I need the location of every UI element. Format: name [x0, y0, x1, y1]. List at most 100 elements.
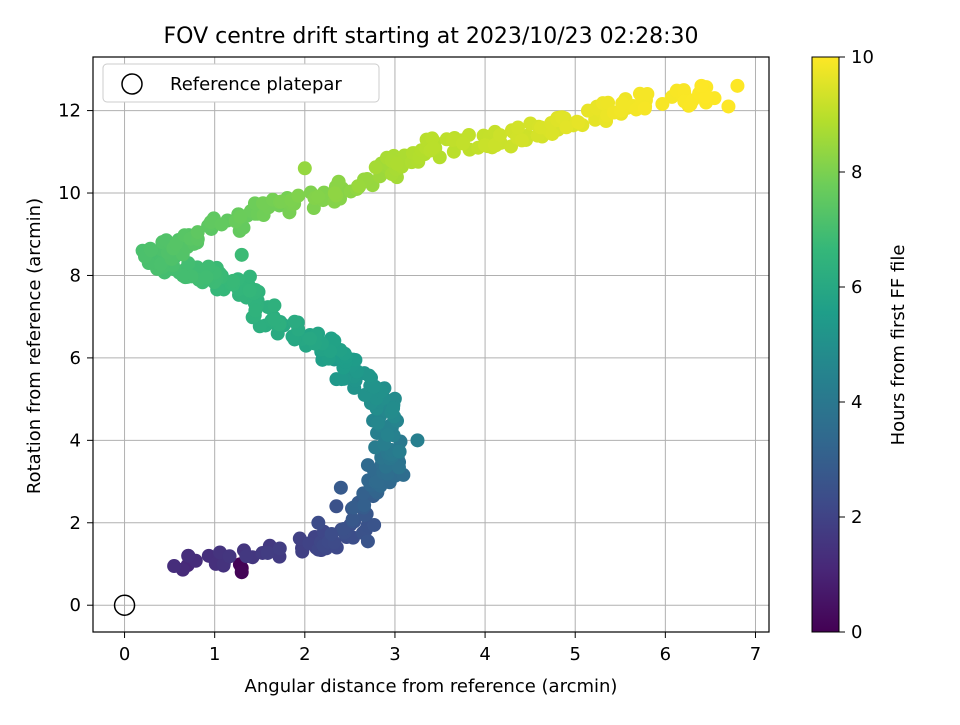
legend-entry-reference: Reference platepar: [170, 74, 342, 95]
data-point: [370, 415, 385, 430]
data-point: [234, 247, 249, 262]
data-point: [272, 541, 287, 556]
data-point: [331, 174, 346, 189]
data-point: [345, 512, 360, 527]
y-tick-label: 0: [70, 595, 81, 616]
data-point: [368, 160, 383, 175]
data-point: [357, 498, 372, 513]
data-point: [380, 427, 395, 442]
data-point: [214, 217, 229, 232]
data-point: [478, 138, 493, 153]
data-point: [392, 444, 407, 459]
data-point: [303, 331, 318, 346]
data-point: [655, 96, 670, 111]
data-point: [699, 89, 714, 104]
data-point: [242, 283, 257, 298]
data-point: [144, 243, 159, 258]
data-point: [446, 144, 461, 159]
x-tick-label: 7: [750, 644, 761, 665]
data-point: [333, 480, 348, 495]
data-point: [226, 273, 241, 288]
data-point: [386, 400, 401, 415]
data-point: [169, 236, 184, 251]
data-point: [233, 209, 248, 224]
colorbar-tick-label: 2: [851, 507, 862, 528]
colorbar-tick-label: 6: [851, 277, 862, 298]
x-tick-label: 6: [660, 644, 671, 665]
legend-reference-marker: [121, 73, 143, 95]
chart-title: FOV centre drift starting at 2023/10/23 …: [164, 24, 699, 49]
y-tick-label: 12: [58, 101, 81, 122]
data-point: [334, 372, 349, 387]
data-point: [324, 526, 339, 541]
data-point: [267, 298, 282, 313]
data-point: [287, 314, 302, 329]
data-point: [637, 101, 652, 116]
reference-marker: [113, 594, 136, 616]
data-point: [360, 534, 375, 549]
x-axis-label: Angular distance from reference (arcmin): [245, 676, 618, 697]
data-point: [248, 303, 263, 318]
data-point: [346, 500, 361, 515]
colorbar-gradient: [811, 56, 840, 633]
data-point: [201, 259, 216, 274]
data-point: [559, 120, 574, 135]
data-point: [545, 126, 560, 141]
data-point: [234, 565, 249, 580]
data-point: [336, 521, 351, 536]
data-point: [167, 559, 182, 574]
y-tick-label: 4: [70, 430, 81, 451]
data-point: [510, 120, 525, 135]
data-point: [327, 186, 342, 201]
data-point: [242, 269, 257, 284]
data-point: [391, 460, 406, 475]
colorbar: 0 2 4 6 8 10 Hours from first FF file: [811, 47, 909, 643]
y-axis-label: Rotation from reference (arcmin): [24, 198, 45, 494]
y-tick-label: 2: [70, 513, 81, 534]
y-tick-label: 10: [58, 183, 81, 204]
data-point: [260, 545, 275, 560]
colorbar-tick-label: 8: [851, 162, 862, 183]
data-point: [239, 549, 254, 564]
data-point: [351, 179, 366, 194]
x-tick-label: 2: [299, 644, 310, 665]
grid-lines: [93, 57, 769, 632]
data-point: [389, 156, 404, 171]
x-tick-label: 4: [479, 644, 490, 665]
colorbar-tick-label: 4: [851, 392, 862, 413]
data-point: [721, 99, 736, 114]
data-point: [456, 136, 471, 151]
data-point: [199, 270, 214, 285]
data-point: [514, 133, 529, 148]
colorbar-label: Hours from first FF file: [888, 245, 909, 446]
colorbar-tick-label: 10: [851, 47, 874, 68]
legend-box: [102, 63, 380, 103]
data-point: [694, 78, 709, 93]
data-point: [311, 515, 326, 530]
x-tick-label: 3: [389, 644, 400, 665]
plot-frame: [92, 56, 770, 633]
data-point: [311, 189, 326, 204]
data-point: [362, 368, 377, 383]
data-point: [640, 86, 655, 101]
data-point: [615, 96, 630, 111]
data-point: [267, 312, 282, 327]
data-point: [203, 215, 218, 230]
colorbar-tick-label: 0: [851, 622, 862, 643]
data-point: [153, 257, 168, 272]
data-point: [329, 499, 344, 514]
x-tick-label: 5: [569, 644, 580, 665]
data-point: [493, 128, 508, 143]
data-point: [181, 548, 196, 563]
data-point: [571, 115, 586, 130]
data-point: [426, 140, 441, 155]
data-point: [297, 161, 312, 176]
legend: Reference platepar: [102, 63, 380, 103]
data-point: [190, 225, 205, 240]
data-point: [410, 433, 425, 448]
y-tick-label: 8: [70, 265, 81, 286]
data-point: [291, 188, 306, 203]
